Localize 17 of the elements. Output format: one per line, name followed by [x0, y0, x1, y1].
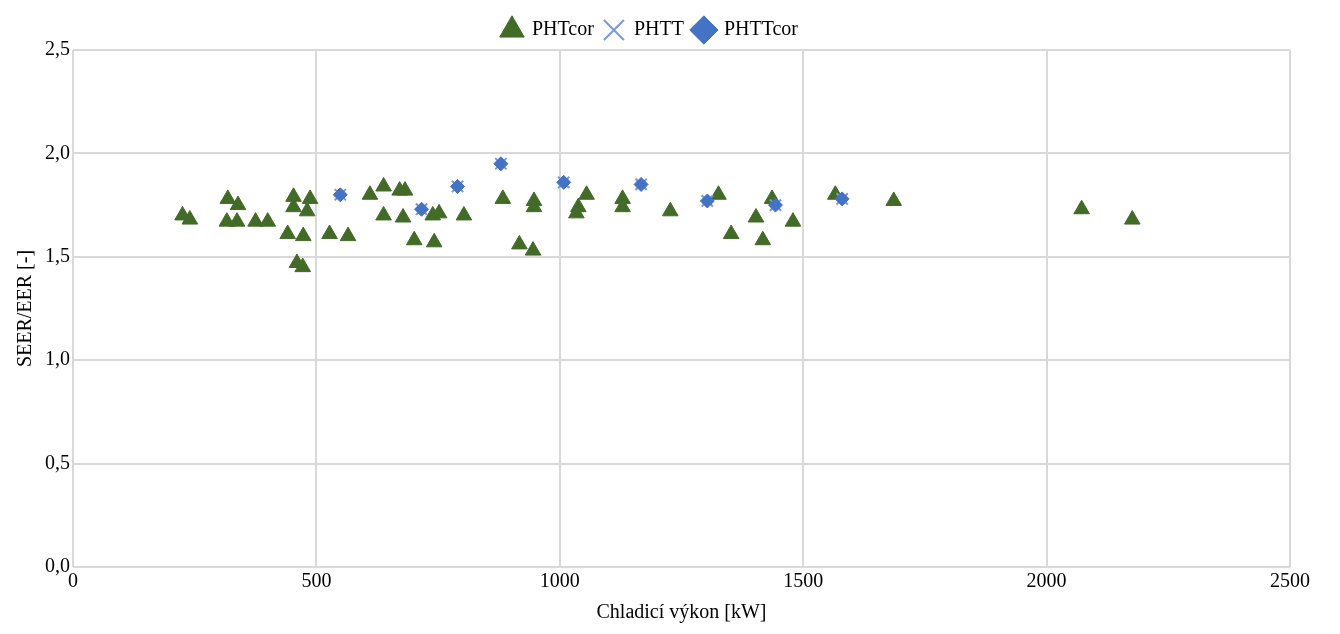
- y-tick-label: 1,5: [45, 244, 70, 267]
- y-tick-label: 0,5: [45, 450, 70, 473]
- x-axis-title: Chladicí výkon [kW]: [596, 600, 767, 624]
- y-tick-label: 2,0: [45, 140, 70, 163]
- y-axis-title: SEER/EER [-]: [13, 249, 36, 368]
- x-tick-label: 1000: [539, 569, 580, 592]
- y-tick-label: 0,0: [45, 554, 70, 577]
- x-tick-label: 2500: [1270, 569, 1310, 592]
- legend-label: PHTcor: [531, 17, 595, 40]
- legend-label: PHTT: [633, 17, 684, 40]
- y-tick-label: 2,5: [45, 37, 70, 60]
- legend-label: PHTTcor: [723, 17, 799, 40]
- y-tick-label: 1,0: [45, 347, 70, 370]
- x-tick-label: 1500: [783, 569, 824, 592]
- x-tick-label: 2000: [1026, 569, 1067, 592]
- x-tick-label: 0: [68, 569, 78, 592]
- x-tick-label: 500: [301, 569, 332, 592]
